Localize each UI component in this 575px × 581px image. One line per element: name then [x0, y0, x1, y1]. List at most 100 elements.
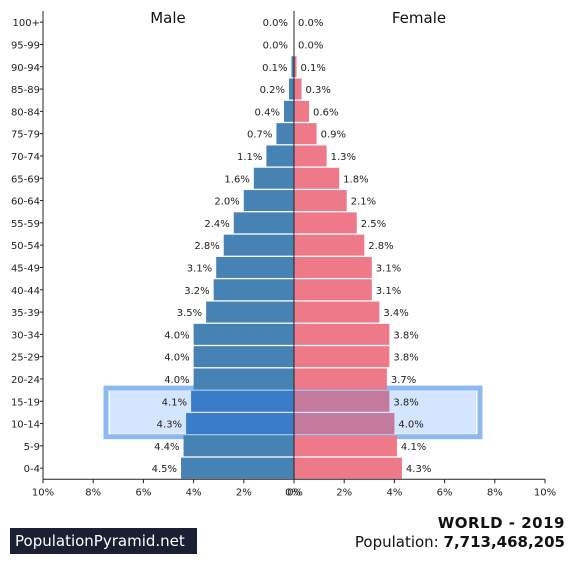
female-label-60-64: 2.1%: [351, 197, 376, 208]
male-series-label: Male: [150, 9, 186, 27]
female-label-45-49: 3.1%: [376, 263, 401, 274]
female-label-20-24: 3.7%: [391, 375, 416, 386]
male-label-40-44: 3.2%: [184, 286, 209, 297]
female-label-75-79: 0.9%: [321, 130, 346, 141]
female-label-65-69: 1.8%: [343, 174, 368, 185]
age-label-90-94: 90-94: [11, 63, 40, 74]
x-tick-label-6: 0%: [287, 487, 303, 498]
male-label-80-84: 0.4%: [255, 107, 280, 118]
x-tick-label-8: 4%: [386, 487, 402, 498]
male-bar-0-4: [181, 457, 294, 479]
age-label-95-99: 95-99: [11, 40, 40, 51]
female-bar-25-29: [294, 346, 390, 368]
female-bar-20-24: [294, 368, 387, 390]
x-tick-label-4: 2%: [236, 487, 252, 498]
male-bar-90-94: [291, 56, 294, 78]
female-bar-10-14: [294, 413, 395, 435]
brand-logo[interactable]: PopulationPyramid.net: [10, 528, 197, 554]
population-label: Population:: [354, 533, 439, 551]
male-bar-55-59: [233, 212, 294, 234]
male-bar-35-39: [206, 301, 294, 323]
age-label-10-14: 10-14: [11, 420, 40, 431]
male-label-95-99: 0.0%: [263, 40, 288, 51]
age-label-35-39: 35-39: [11, 308, 40, 319]
male-bar-5-9: [183, 435, 294, 457]
age-label-25-29: 25-29: [11, 353, 40, 364]
female-label-40-44: 3.1%: [376, 286, 401, 297]
male-label-35-39: 3.5%: [177, 308, 202, 319]
age-label-100+: 100+: [13, 18, 40, 29]
male-label-5-9: 4.4%: [154, 442, 179, 453]
female-label-25-29: 3.8%: [393, 353, 418, 364]
female-bar-15-19: [294, 390, 390, 412]
region-title: WORLD - 2019: [437, 514, 565, 532]
male-label-75-79: 0.7%: [247, 130, 272, 141]
male-label-60-64: 2.0%: [214, 197, 239, 208]
female-bar-5-9: [294, 435, 397, 457]
x-tick-label-5: 0%: [285, 487, 301, 498]
male-label-90-94: 0.1%: [262, 63, 287, 74]
female-bar-0-4: [294, 457, 402, 479]
female-label-35-39: 3.4%: [383, 308, 408, 319]
female-label-85-89: 0.3%: [306, 85, 331, 96]
female-label-10-14: 4.0%: [398, 420, 423, 431]
male-bar-45-49: [216, 256, 294, 278]
male-bar-40-44: [213, 279, 294, 301]
male-bar-85-89: [288, 78, 294, 100]
female-series-label: Female: [392, 9, 446, 27]
male-bar-15-19: [191, 390, 294, 412]
female-label-90-94: 0.1%: [301, 63, 326, 74]
male-bar-75-79: [276, 123, 294, 145]
female-label-50-54: 2.8%: [368, 241, 393, 252]
female-bar-80-84: [294, 100, 310, 122]
female-label-55-59: 2.5%: [361, 219, 386, 230]
female-bar-60-64: [294, 190, 347, 212]
age-label-50-54: 50-54: [11, 241, 40, 252]
male-label-25-29: 4.0%: [164, 353, 189, 364]
x-tick-label-3: 4%: [186, 487, 202, 498]
age-label-55-59: 55-59: [11, 219, 40, 230]
female-bar-90-94: [294, 56, 297, 78]
female-bar-85-89: [294, 78, 302, 100]
female-label-95-99: 0.0%: [298, 40, 323, 51]
male-bar-60-64: [243, 190, 294, 212]
female-label-100+: 0.0%: [298, 18, 323, 29]
female-bar-55-59: [294, 212, 357, 234]
male-bar-70-74: [266, 145, 294, 167]
x-tick-label-10: 8%: [487, 487, 503, 498]
x-tick-label-0: 10%: [32, 487, 54, 498]
female-label-70-74: 1.3%: [331, 152, 356, 163]
age-label-70-74: 70-74: [11, 152, 40, 163]
age-label-30-34: 30-34: [11, 330, 40, 341]
male-label-30-34: 4.0%: [164, 330, 189, 341]
female-bar-35-39: [294, 301, 380, 323]
age-label-0-4: 0-4: [24, 464, 40, 475]
age-label-80-84: 80-84: [11, 107, 40, 118]
male-bar-30-34: [193, 323, 294, 345]
age-label-15-19: 15-19: [11, 397, 40, 408]
male-label-45-49: 3.1%: [187, 263, 212, 274]
population-line: Population: 7,713,468,205: [355, 533, 565, 551]
male-bar-65-69: [253, 167, 294, 189]
male-label-55-59: 2.4%: [204, 219, 229, 230]
female-label-0-4: 4.3%: [406, 464, 431, 475]
male-label-50-54: 2.8%: [194, 241, 219, 252]
female-label-30-34: 3.8%: [393, 330, 418, 341]
age-label-65-69: 65-69: [11, 174, 40, 185]
female-bar-40-44: [294, 279, 372, 301]
male-label-20-24: 4.0%: [164, 375, 189, 386]
age-label-60-64: 60-64: [11, 197, 40, 208]
age-label-85-89: 85-89: [11, 85, 40, 96]
male-label-70-74: 1.1%: [237, 152, 262, 163]
female-bar-50-54: [294, 234, 365, 256]
male-label-0-4: 4.5%: [152, 464, 177, 475]
male-label-100+: 0.0%: [263, 18, 288, 29]
age-label-45-49: 45-49: [11, 263, 40, 274]
female-bar-65-69: [294, 167, 340, 189]
x-tick-label-1: 8%: [85, 487, 101, 498]
x-tick-label-11: 10%: [534, 487, 556, 498]
female-bar-30-34: [294, 323, 390, 345]
male-label-10-14: 4.3%: [157, 420, 182, 431]
female-bar-75-79: [294, 123, 317, 145]
x-tick-label-2: 6%: [135, 487, 151, 498]
